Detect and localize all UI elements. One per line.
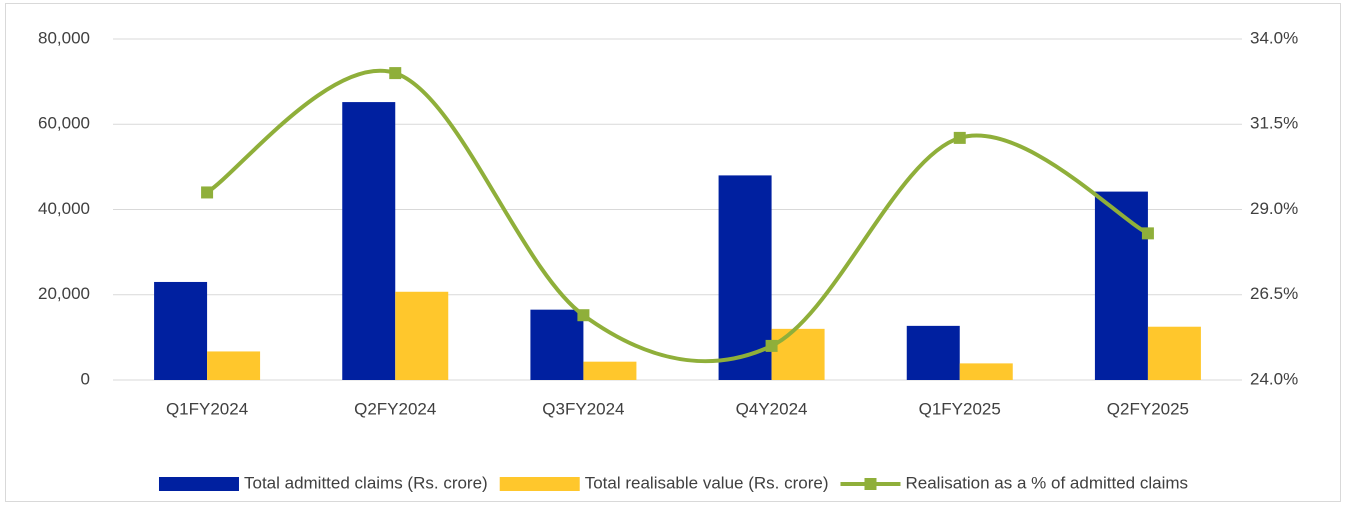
bar	[959, 363, 1013, 380]
bar	[1147, 326, 1201, 380]
y2-tick-label: 31.5%	[1250, 114, 1298, 133]
x-tick-label: Q2FY2025	[1107, 399, 1189, 418]
x-tick-label: Q2FY2024	[354, 399, 436, 418]
x-tick-label: Q3FY2024	[542, 399, 624, 418]
line-marker	[577, 309, 590, 322]
line-marker	[201, 186, 214, 199]
x-tick-label: Q1FY2024	[166, 399, 248, 418]
legend-swatch	[158, 477, 239, 491]
line-marker	[1141, 227, 1154, 240]
line-marker	[953, 131, 966, 144]
x-tick-label: Q4Y2024	[736, 399, 808, 418]
y-tick-label: 40,000	[38, 199, 90, 218]
legend-label: Realisation as a % of admitted claims	[905, 473, 1188, 492]
bar	[207, 351, 261, 380]
y2-tick-label: 26.5%	[1250, 284, 1298, 303]
y-tick-label: 60,000	[38, 114, 90, 133]
y-tick-label: 0	[81, 369, 90, 388]
bar	[154, 281, 208, 380]
bar	[771, 328, 825, 380]
bar	[342, 102, 396, 381]
legend-swatch	[864, 478, 877, 490]
bar	[583, 361, 637, 380]
bar	[1094, 191, 1148, 380]
legend-label: Total admitted claims (Rs. crore)	[244, 473, 488, 492]
bar	[906, 325, 960, 380]
line-marker	[389, 67, 402, 80]
y-tick-label: 80,000	[38, 28, 90, 47]
x-tick-label: Q1FY2025	[919, 399, 1001, 418]
legend-label: Total realisable value (Rs. crore)	[585, 473, 829, 492]
y2-tick-label: 34.0%	[1250, 28, 1298, 47]
legend-swatch	[499, 477, 580, 491]
bar	[530, 309, 584, 380]
bar	[395, 291, 449, 380]
y2-tick-label: 24.0%	[1250, 369, 1298, 388]
line	[205, 68, 1149, 364]
y2-tick-label: 29.0%	[1250, 199, 1298, 218]
line-marker	[765, 339, 778, 352]
y-tick-label: 20,000	[38, 284, 90, 303]
bar	[718, 175, 772, 380]
